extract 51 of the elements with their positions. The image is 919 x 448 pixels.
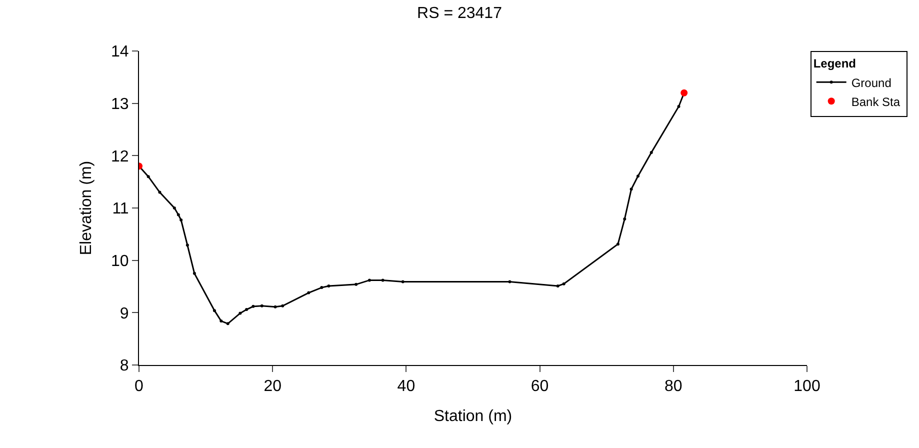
point: [401, 280, 404, 284]
point: [562, 282, 566, 286]
y-tick-label: 9: [120, 305, 129, 322]
x-tick-label: 20: [264, 378, 282, 396]
point: [630, 188, 633, 191]
legend-label: Ground: [851, 76, 892, 90]
y-tick-label: 13: [111, 96, 129, 113]
y-tick-label: 11: [112, 200, 129, 218]
point: [354, 282, 358, 286]
y-tick-label: 14: [111, 44, 129, 61]
x-tick-label: 100: [794, 378, 820, 396]
point: [158, 190, 162, 194]
point: [186, 244, 189, 247]
point: [307, 291, 310, 294]
x-tick-label: 80: [664, 378, 682, 396]
point: [146, 175, 150, 178]
point: [176, 213, 180, 216]
legend-label: Bank Sta: [851, 94, 900, 109]
point: [260, 304, 264, 308]
point: [320, 286, 324, 290]
point: [226, 322, 230, 326]
x-tick-label: 40: [397, 378, 416, 396]
y-tick-label: 10: [111, 252, 129, 270]
point: [381, 278, 384, 282]
point: [238, 312, 242, 315]
point: [327, 284, 330, 288]
legend-title: Legend: [813, 56, 856, 71]
point: [281, 304, 284, 308]
y-tick-label: 12: [111, 148, 129, 166]
point: [220, 320, 223, 323]
point: [677, 104, 680, 108]
point: [556, 284, 560, 288]
chart-title: RS = 23417: [417, 4, 502, 22]
point: [508, 280, 512, 284]
point: [245, 308, 248, 312]
point: [368, 278, 371, 282]
point: [212, 309, 216, 312]
point: [650, 151, 653, 154]
point: [172, 206, 176, 210]
point: [623, 217, 626, 220]
y-axis-title: Elevation (m): [78, 160, 95, 256]
y-tick-label: 8: [120, 358, 129, 375]
point: [192, 272, 196, 275]
point: [252, 304, 255, 308]
point: [616, 242, 620, 246]
point: [636, 174, 640, 178]
point: [274, 305, 277, 308]
point: [180, 218, 183, 222]
x-tick-label: 0: [134, 378, 144, 396]
x-axis-title: Station (m): [434, 408, 512, 425]
x-tick-label: 60: [530, 378, 549, 396]
